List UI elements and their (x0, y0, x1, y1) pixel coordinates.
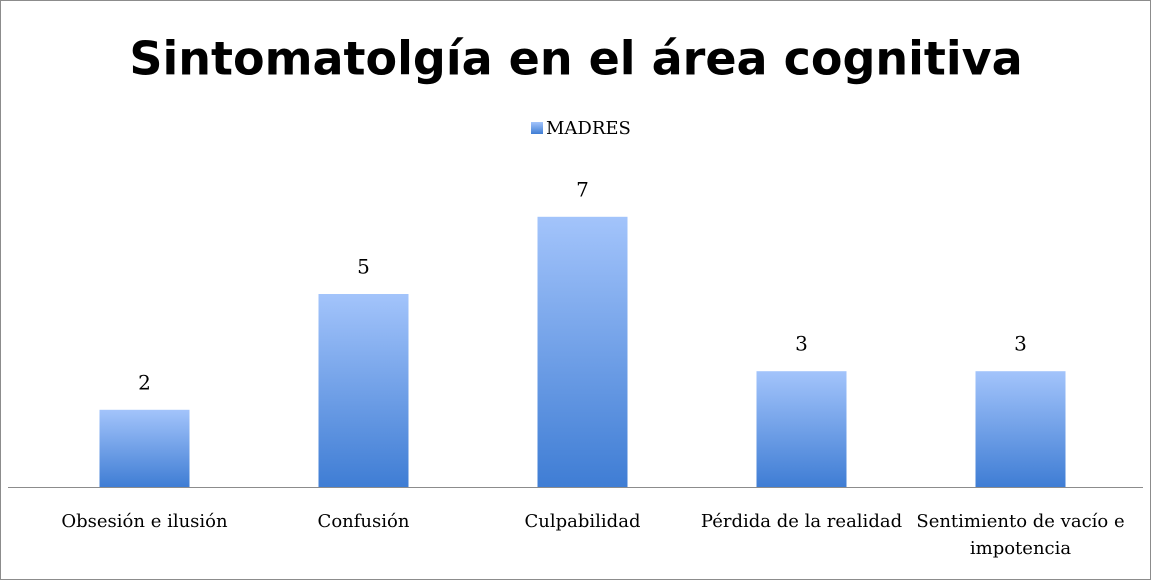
bar (318, 294, 409, 487)
chart-title: Sintomatolgía en el área cognitiva (129, 32, 1022, 86)
legend-swatch (531, 122, 543, 134)
bar (99, 409, 190, 487)
data-label: 5 (357, 255, 370, 279)
data-label: 3 (1014, 332, 1027, 356)
bar (537, 216, 628, 488)
x-tick-label: Culpabilidad (524, 511, 641, 532)
x-tick-label: Sentimiento de vacío e impotencia (916, 511, 1125, 559)
bar (975, 371, 1066, 487)
bar (756, 371, 847, 487)
x-tick-label: Confusión (317, 511, 410, 532)
x-tick-label: Pérdida de la realidad (700, 511, 903, 532)
data-label: 2 (138, 370, 151, 394)
data-label: 7 (576, 177, 589, 201)
legend-label: MADRES (546, 118, 631, 139)
x-tick-label: Obsesión e ilusión (61, 511, 228, 532)
data-label: 3 (795, 332, 808, 356)
